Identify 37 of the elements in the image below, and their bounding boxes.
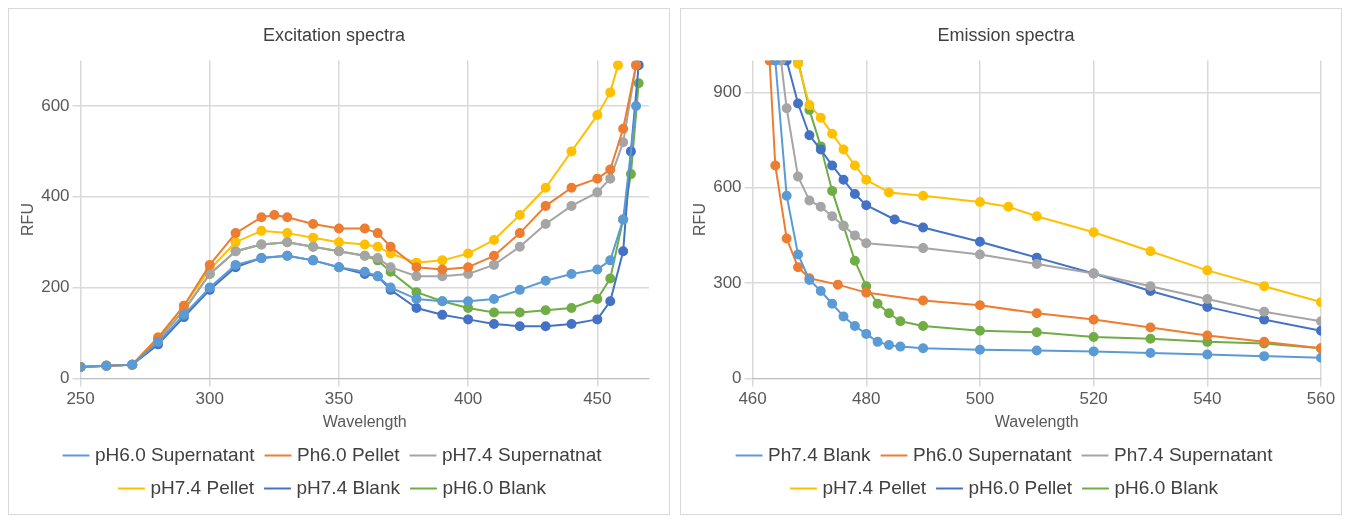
chart-title: Excitation spectra: [262, 24, 407, 45]
x-tick-label: 250: [66, 389, 95, 409]
x-tick-label: 500: [965, 389, 995, 409]
y-tick-label: 600: [41, 95, 70, 115]
y-tick-label: 400: [41, 186, 70, 206]
x-tick-label: 300: [195, 389, 224, 409]
legend-label: pH6.0 Pellet: [968, 476, 1073, 498]
x-tick-label: 540: [1193, 389, 1222, 409]
x-tick-label: 460: [738, 389, 767, 409]
y-axis-title: RFU: [691, 203, 709, 236]
legend-label: pH7.4 Supernatnat: [441, 443, 603, 465]
y-tick-label: 600: [713, 177, 742, 197]
y-tick-label: 200: [41, 277, 70, 297]
x-tick-label: 520: [1079, 389, 1108, 409]
y-axis-title: RFU: [19, 203, 37, 236]
legend-label: Ph7.4 Blank: [768, 443, 872, 465]
legend-label: pH7.4 Pellet: [150, 476, 255, 498]
x-axis-title: Wavelength: [994, 412, 1079, 430]
y-tick-label: 900: [713, 82, 742, 102]
legend-label: pH6.0 Blank: [442, 476, 547, 498]
x-tick-label: 480: [852, 389, 881, 409]
x-tick-label: 400: [453, 389, 483, 409]
y-tick-label: 0: [60, 368, 70, 388]
legend-label: pH7.4 Blank: [296, 476, 401, 498]
legend-label: Ph7.4 Supernatant: [1113, 443, 1274, 465]
chart-title: Emission spectra: [937, 24, 1076, 45]
x-axis-title: Wavelength: [322, 412, 407, 430]
x-tick-label: 560: [1306, 389, 1336, 409]
y-tick-label: 0: [732, 368, 742, 388]
legend-label: pH6.0 Supernatant: [95, 443, 256, 465]
legend-label: Ph6.0 Pellet: [297, 443, 401, 465]
x-tick-label: 350: [324, 389, 354, 409]
x-tick-label: 450: [583, 389, 612, 409]
legend-label: pH7.4 Pellet: [822, 476, 927, 498]
legend-label: Ph6.0 Supernatant: [913, 443, 1073, 465]
legend-label: pH6.0 Blank: [1114, 476, 1219, 498]
y-tick-label: 300: [713, 272, 742, 292]
